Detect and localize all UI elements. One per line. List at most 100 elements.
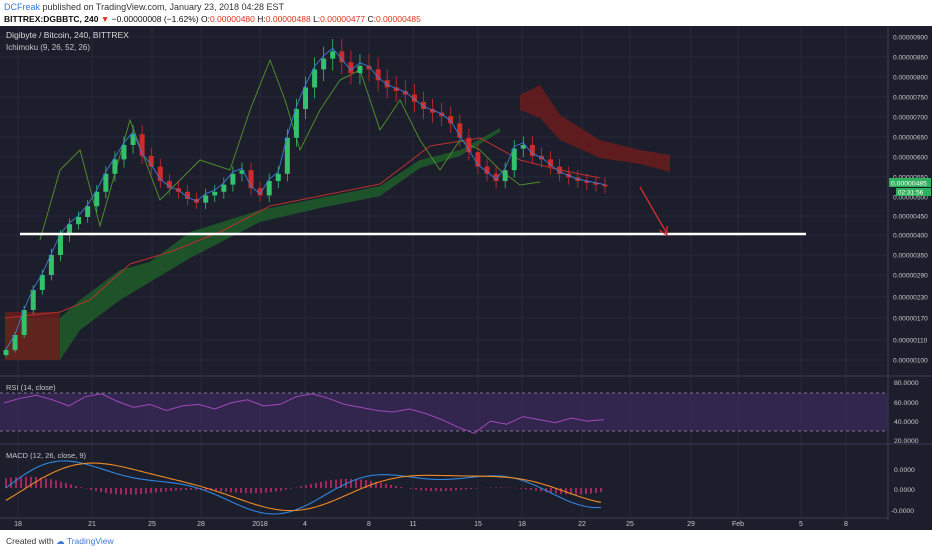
countdown-label: 02:31:56 bbox=[898, 190, 924, 197]
price-tick: 0.00000850 bbox=[893, 55, 928, 62]
date-tick: 5 bbox=[799, 521, 803, 528]
price-chart[interactable]: Digibyte / Bitcoin, 240, BITTREX Ichimok… bbox=[0, 26, 932, 530]
candle-body bbox=[12, 335, 18, 350]
candle-body bbox=[275, 173, 281, 181]
footer: Created with ☁ TradingView bbox=[6, 536, 114, 547]
candle-body bbox=[393, 87, 399, 91]
hist-bar bbox=[575, 488, 577, 495]
hist-bar bbox=[535, 488, 537, 491]
open-value: 0.00000480 bbox=[209, 14, 255, 24]
candle-body bbox=[466, 137, 472, 153]
hist-bar bbox=[350, 478, 352, 488]
candle-body bbox=[85, 206, 91, 217]
rsi-tick-60: 60.0000 bbox=[894, 400, 919, 407]
date-tick: 21 bbox=[88, 521, 96, 528]
rsi-label: RSI (14, close) bbox=[6, 383, 56, 392]
candle-body bbox=[257, 188, 263, 196]
last-price-badge bbox=[889, 178, 931, 187]
hist-bar bbox=[190, 488, 192, 490]
hist-bar bbox=[5, 478, 7, 488]
hist-bar bbox=[585, 488, 587, 495]
hist-bar bbox=[230, 488, 232, 493]
hist-bar bbox=[305, 485, 307, 488]
author-link[interactable]: DCFreak bbox=[4, 2, 41, 12]
hist-bar bbox=[465, 488, 467, 490]
candle-body bbox=[321, 58, 327, 70]
symbol-label: BITTREX:DGBBTC, 240 bbox=[4, 14, 99, 24]
hist-bar bbox=[175, 488, 177, 491]
hist-bar bbox=[50, 479, 52, 488]
grid-lines bbox=[0, 26, 888, 518]
hist-bar bbox=[570, 488, 572, 495]
hist-bar bbox=[235, 488, 237, 493]
price-tick: 0.00000450 bbox=[893, 214, 928, 221]
tenkan-line bbox=[5, 47, 606, 350]
hist-bar bbox=[280, 488, 282, 491]
hist-bar bbox=[260, 488, 262, 494]
hist-bar bbox=[335, 479, 337, 488]
hist-bar bbox=[500, 487, 502, 488]
candle-body bbox=[166, 181, 172, 189]
date-tick: 18 bbox=[14, 521, 22, 528]
price-axis[interactable] bbox=[888, 26, 932, 530]
hist-bar bbox=[360, 479, 362, 488]
hist-bar bbox=[520, 488, 522, 489]
hist-bar bbox=[415, 488, 417, 490]
macd-tick-2: 0.0000 bbox=[894, 487, 915, 494]
hist-bar bbox=[150, 488, 152, 494]
tradingview-link[interactable]: TradingView bbox=[66, 536, 114, 546]
candle-body bbox=[330, 51, 336, 59]
price-tick: 0.00000800 bbox=[893, 75, 928, 82]
hist-bar bbox=[15, 477, 17, 488]
price-tick: 0.00000170 bbox=[893, 316, 928, 323]
candle-body bbox=[266, 181, 272, 196]
hist-bar bbox=[140, 488, 142, 495]
hist-bar bbox=[255, 488, 257, 494]
candle-body bbox=[584, 181, 590, 183]
hist-bar bbox=[70, 484, 72, 488]
macd-line bbox=[5, 460, 601, 515]
change-arrow: ▼ bbox=[100, 14, 110, 24]
candle-body bbox=[57, 235, 63, 255]
hist-bar bbox=[65, 483, 67, 488]
rsi-tick-20: 20.0000 bbox=[894, 438, 919, 445]
candle-body bbox=[112, 159, 118, 174]
hist-bar bbox=[385, 483, 387, 488]
hist-bar bbox=[110, 488, 112, 494]
macd-tick-1: 0.0000 bbox=[894, 467, 915, 474]
hist-bar bbox=[540, 488, 542, 492]
date-tick: 8 bbox=[844, 521, 848, 528]
hist-bar bbox=[315, 482, 317, 488]
price-tick: 0.00000290 bbox=[893, 273, 928, 280]
hist-bar bbox=[320, 481, 322, 488]
candle-body bbox=[103, 173, 109, 192]
candle-body bbox=[284, 137, 290, 174]
rsi-line bbox=[3, 393, 605, 434]
candle-body bbox=[303, 87, 308, 109]
candles bbox=[3, 39, 608, 358]
hist-bar bbox=[395, 485, 397, 488]
hist-bar bbox=[95, 488, 97, 492]
hist-bar bbox=[560, 488, 562, 495]
candle-body bbox=[557, 166, 563, 174]
hist-bar bbox=[245, 488, 247, 494]
hist-bar bbox=[125, 488, 127, 495]
hist-bar bbox=[495, 487, 497, 488]
candle-body bbox=[76, 217, 82, 225]
hist-bar bbox=[380, 482, 382, 488]
hist-bar bbox=[135, 488, 137, 495]
close-value: 0.00000485 bbox=[375, 14, 421, 24]
candle-body bbox=[30, 290, 36, 310]
hist-bar bbox=[430, 488, 432, 491]
macd-tick-3: -0.0000 bbox=[891, 508, 914, 515]
hist-bar bbox=[580, 488, 582, 495]
hist-bar bbox=[75, 485, 77, 488]
hist-bar bbox=[35, 477, 37, 488]
hist-bar bbox=[250, 488, 252, 494]
hist-bar bbox=[180, 488, 182, 491]
price-tick: 0.00000500 bbox=[893, 195, 928, 202]
candle-body bbox=[203, 195, 209, 203]
hist-bar bbox=[170, 488, 172, 492]
hist-bar bbox=[80, 487, 82, 488]
hist-bar bbox=[105, 488, 107, 493]
